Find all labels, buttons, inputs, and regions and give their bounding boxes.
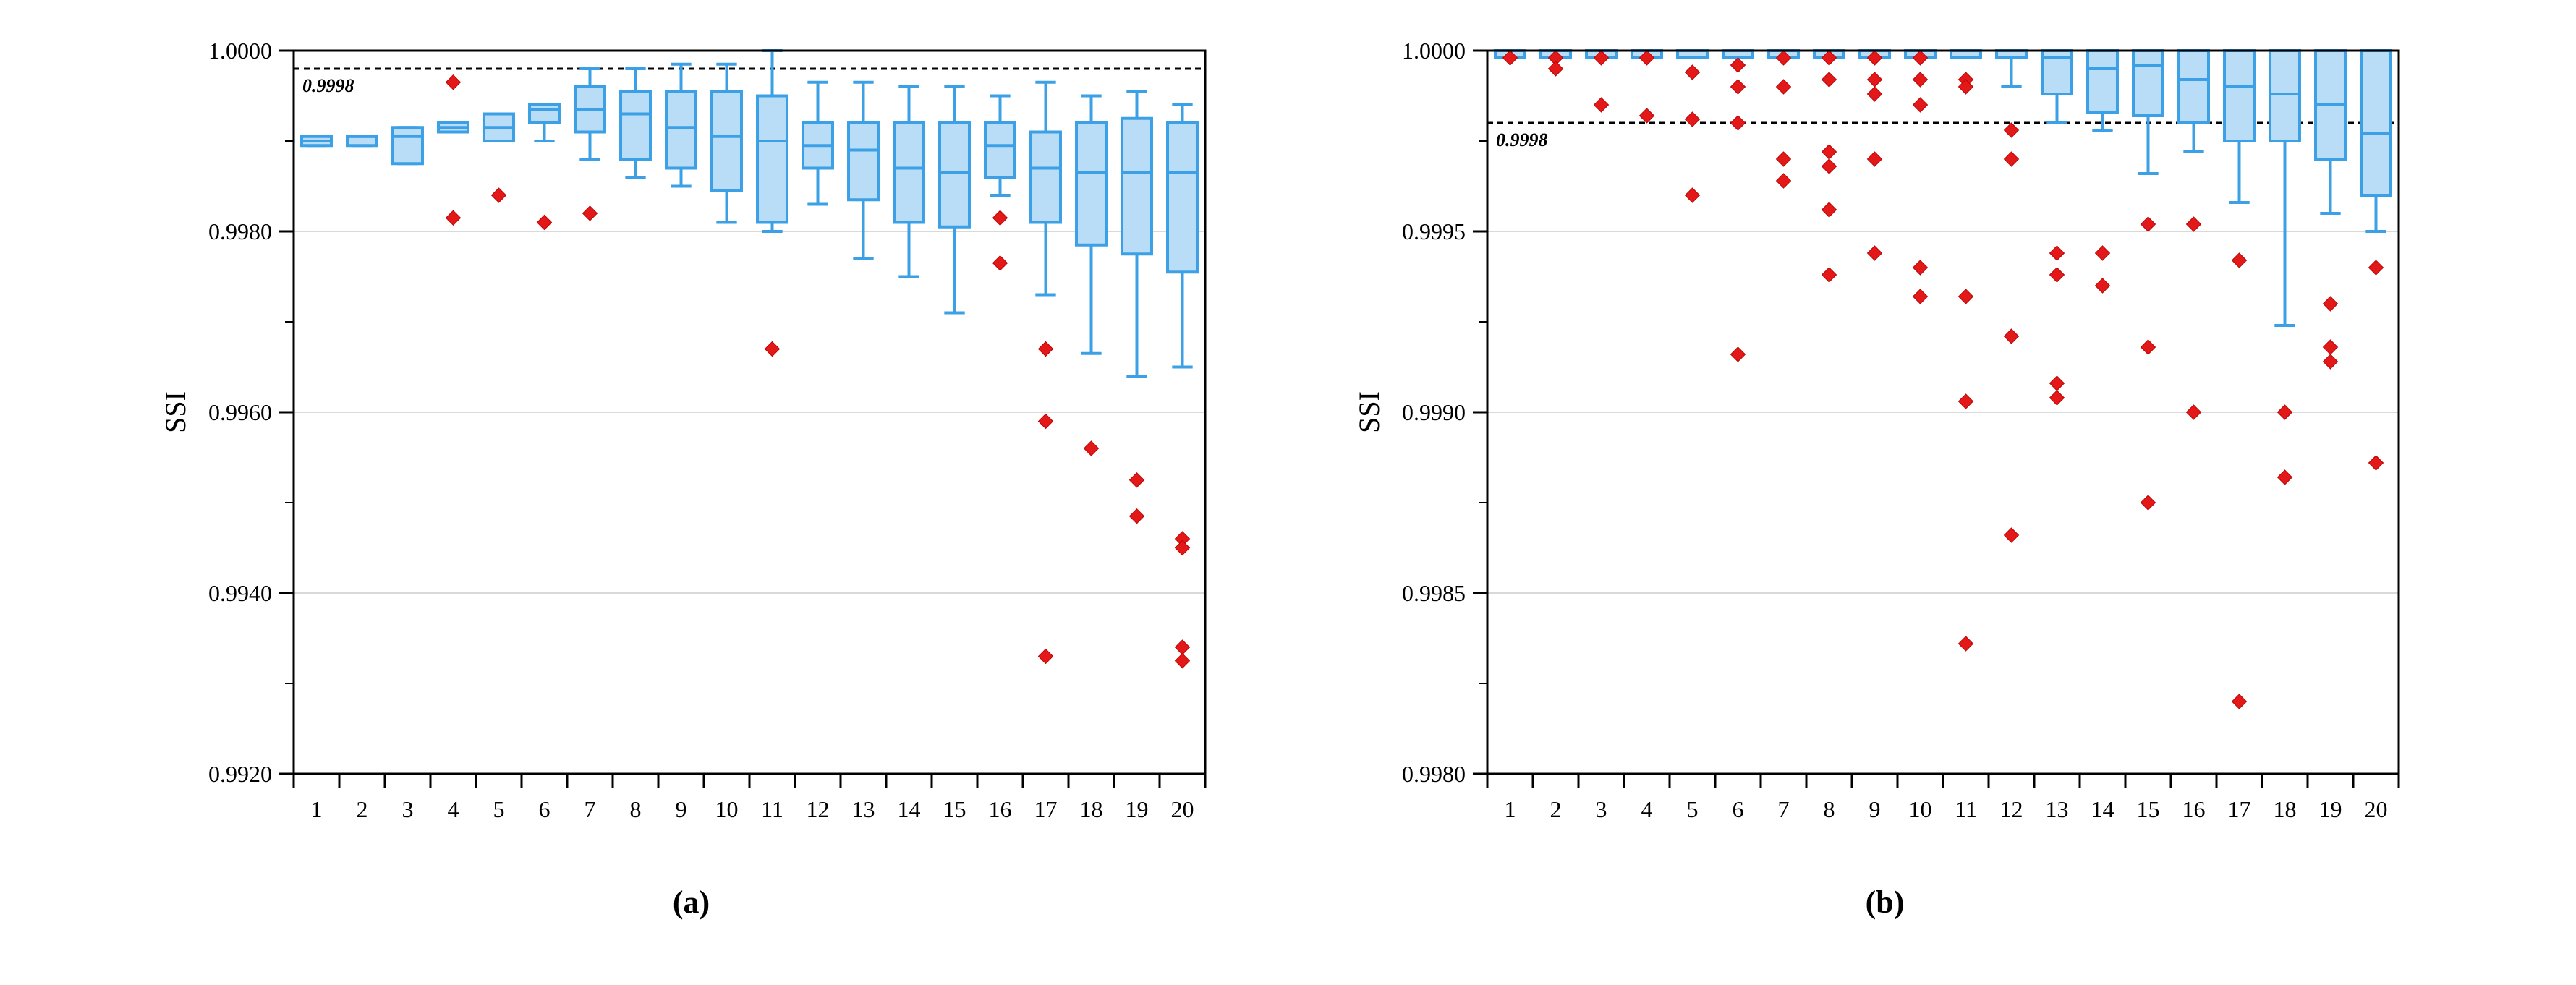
- svg-text:12: 12: [1999, 796, 2023, 822]
- svg-text:0.9920: 0.9920: [208, 761, 272, 787]
- svg-text:13: 13: [2045, 796, 2068, 822]
- svg-text:SSI: SSI: [1353, 391, 1385, 433]
- svg-text:0.9990: 0.9990: [1402, 399, 1466, 425]
- svg-text:0.9985: 0.9985: [1402, 580, 1466, 606]
- svg-text:20: 20: [1170, 796, 1194, 822]
- figure-wrap: 0.99980.99200.99400.99600.99801.00001234…: [0, 0, 2576, 935]
- svg-text:18: 18: [1079, 796, 1102, 822]
- svg-text:14: 14: [2091, 796, 2114, 822]
- svg-text:5: 5: [493, 796, 504, 822]
- svg-text:5: 5: [1686, 796, 1698, 822]
- svg-text:8: 8: [629, 796, 641, 822]
- svg-text:11: 11: [761, 796, 783, 822]
- panel-b: 0.99980.99800.99850.99900.99951.00001234…: [1335, 29, 2435, 921]
- svg-text:11: 11: [1955, 796, 1977, 822]
- svg-text:8: 8: [1823, 796, 1835, 822]
- sublabel-a: (a): [673, 884, 710, 921]
- svg-text:15: 15: [2136, 796, 2159, 822]
- svg-text:13: 13: [851, 796, 875, 822]
- svg-text:3: 3: [401, 796, 413, 822]
- svg-text:7: 7: [1777, 796, 1789, 822]
- svg-text:0.9998: 0.9998: [1496, 129, 1548, 150]
- svg-text:20: 20: [2364, 796, 2387, 822]
- svg-text:17: 17: [1034, 796, 1057, 822]
- svg-text:19: 19: [2318, 796, 2342, 822]
- svg-text:16: 16: [2182, 796, 2205, 822]
- chart-b: 0.99980.99800.99850.99900.99951.00001234…: [1335, 29, 2435, 875]
- svg-text:16: 16: [988, 796, 1011, 822]
- svg-text:17: 17: [2227, 796, 2250, 822]
- svg-text:19: 19: [1125, 796, 1148, 822]
- svg-text:15: 15: [943, 796, 966, 822]
- svg-text:3: 3: [1595, 796, 1607, 822]
- svg-text:9: 9: [1869, 796, 1880, 822]
- svg-text:4: 4: [1641, 796, 1652, 822]
- svg-text:2: 2: [356, 796, 367, 822]
- svg-text:6: 6: [538, 796, 550, 822]
- svg-text:10: 10: [1908, 796, 1931, 822]
- svg-text:4: 4: [447, 796, 459, 822]
- svg-text:1.0000: 1.0000: [208, 38, 272, 64]
- svg-text:SSI: SSI: [159, 391, 192, 433]
- svg-text:18: 18: [2273, 796, 2296, 822]
- svg-text:0.9940: 0.9940: [208, 580, 272, 606]
- svg-text:0.9960: 0.9960: [208, 399, 272, 425]
- svg-text:1: 1: [1504, 796, 1516, 822]
- chart-a: 0.99980.99200.99400.99600.99801.00001234…: [142, 29, 1241, 875]
- svg-text:6: 6: [1732, 796, 1743, 822]
- svg-text:12: 12: [806, 796, 829, 822]
- svg-text:14: 14: [897, 796, 920, 822]
- panel-a: 0.99980.99200.99400.99600.99801.00001234…: [142, 29, 1241, 921]
- svg-text:2: 2: [1550, 796, 1561, 822]
- svg-text:0.9995: 0.9995: [1402, 218, 1466, 244]
- svg-text:10: 10: [715, 796, 738, 822]
- svg-text:0.9980: 0.9980: [1402, 761, 1466, 787]
- svg-text:9: 9: [675, 796, 686, 822]
- svg-text:1: 1: [310, 796, 322, 822]
- svg-text:0.9980: 0.9980: [208, 218, 272, 244]
- svg-text:7: 7: [584, 796, 595, 822]
- svg-text:1.0000: 1.0000: [1402, 38, 1466, 64]
- sublabel-b: (b): [1866, 884, 1905, 921]
- svg-text:0.9998: 0.9998: [302, 75, 354, 96]
